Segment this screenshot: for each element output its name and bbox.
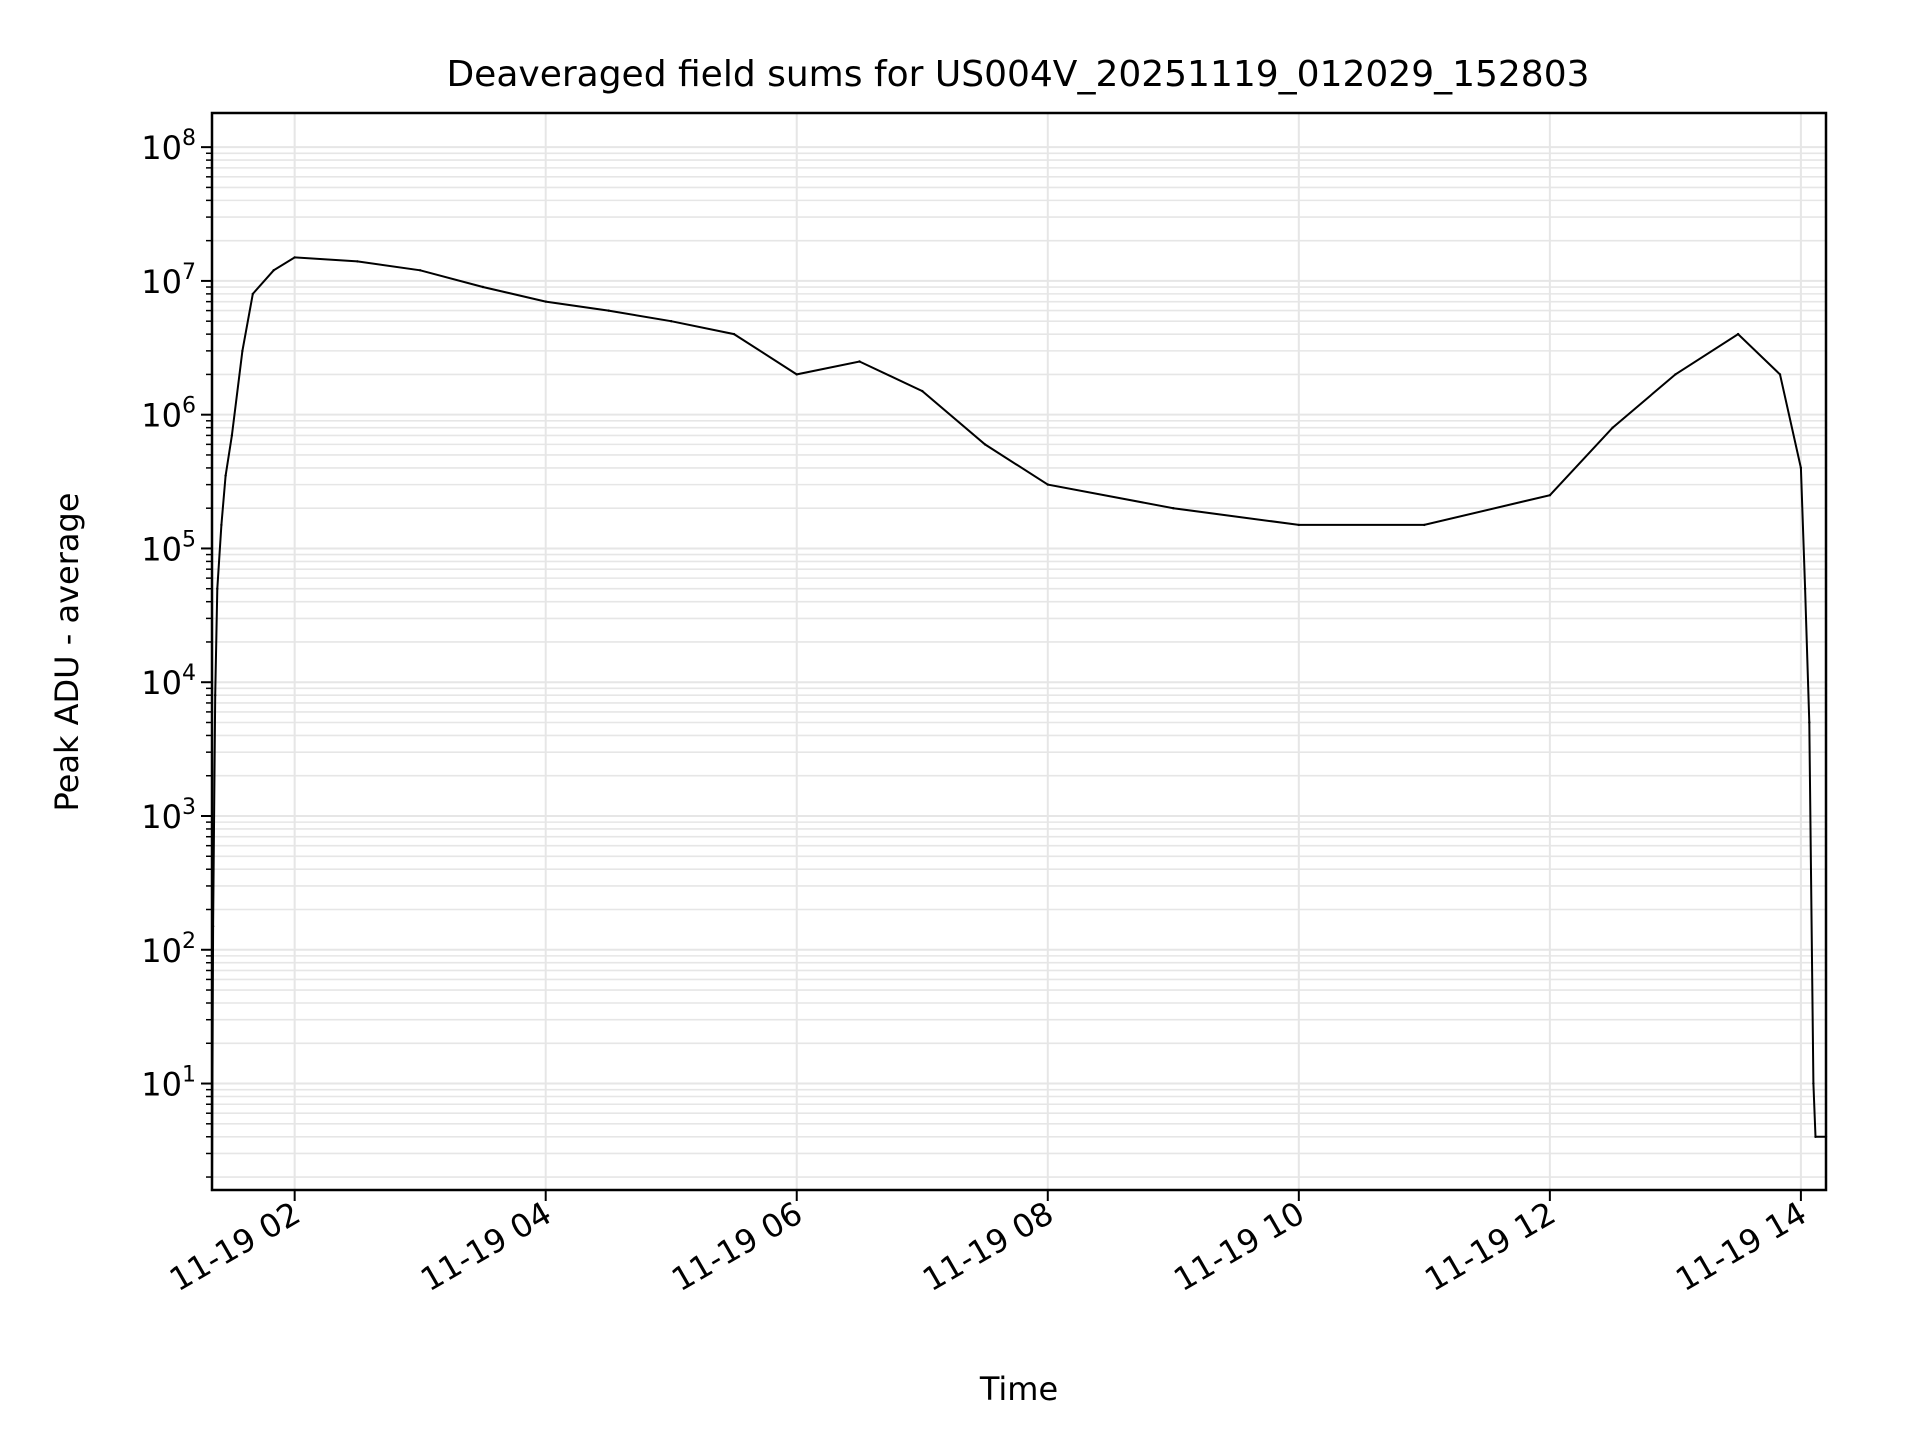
data-point [983, 443, 987, 446]
data-point [1046, 483, 1050, 486]
data-point [214, 694, 217, 697]
x-tick-label: 11-19 12 [1418, 1194, 1562, 1299]
data-point [241, 349, 244, 353]
y-axis-label: Peak ADU - average [48, 493, 86, 812]
data-point [858, 360, 861, 363]
y-tick-exponent: 5 [182, 527, 196, 552]
plot-frame [210, 111, 1828, 1192]
data-point [1812, 1082, 1815, 1085]
y-tick-label: 10 [141, 1066, 182, 1104]
data-point [224, 474, 227, 477]
data-point [1172, 507, 1175, 510]
data-point [607, 309, 610, 312]
y-tick-label: 10 [141, 397, 182, 435]
y-tick-label: 10 [141, 129, 182, 167]
data-point [220, 523, 223, 527]
data-point [1814, 1135, 1817, 1139]
chart-title: Deaveraged field sums for US004V_2025111… [446, 54, 1589, 95]
data-point [1423, 523, 1426, 527]
y-tick-exponent: 2 [182, 929, 196, 954]
data-point [230, 434, 234, 437]
data-point [1674, 373, 1677, 376]
data-point [356, 260, 359, 263]
data-point [1736, 332, 1740, 336]
y-tick-exponent: 3 [182, 795, 196, 820]
data-point [1778, 373, 1782, 376]
y-tick-exponent: 8 [182, 126, 196, 151]
y-tick-exponent: 7 [182, 260, 196, 285]
data-point [732, 332, 736, 336]
data-point [251, 292, 254, 296]
data-point [481, 285, 485, 289]
x-tick-label: 11-19 04 [414, 1194, 558, 1299]
y-tick-exponent: 4 [182, 661, 196, 686]
data-point [293, 256, 296, 259]
data-point [1611, 426, 1614, 429]
y-tick-label: 10 [141, 263, 182, 301]
x-tick-label: 11-19 10 [1167, 1194, 1311, 1299]
data-point [272, 269, 275, 272]
x-tick-label: 11-19 02 [163, 1194, 307, 1299]
x-axis-label: Time [979, 1370, 1058, 1408]
data-point [921, 389, 924, 393]
data-point [1297, 523, 1301, 527]
data-point [795, 373, 798, 376]
data-point [544, 300, 547, 303]
x-tick-label: 11-19 14 [1669, 1194, 1813, 1299]
data-point [216, 587, 219, 590]
y-tick-exponent: 1 [182, 1063, 196, 1088]
data-point [670, 320, 673, 323]
data-point [419, 269, 422, 272]
y-tick-label: 10 [141, 664, 182, 702]
series-layer [210, 256, 1828, 1192]
y-tick-label: 10 [141, 932, 182, 970]
x-tick-label: 11-19 06 [665, 1194, 809, 1299]
x-tick-label: 11-19 08 [916, 1194, 1060, 1299]
data-point [1799, 466, 1803, 470]
data-point [1808, 721, 1811, 724]
data-point [1548, 494, 1552, 497]
y-tick-label: 10 [141, 798, 182, 836]
y-tick-label: 10 [141, 530, 182, 568]
x-axis: 11-19 02 11-19 04 11-19 06 11-19 08 11-19 10… [163, 1190, 1813, 1299]
series-line [211, 256, 1826, 1191]
grid [212, 113, 1826, 1190]
y-tick-exponent: 6 [182, 394, 196, 419]
data-point [1803, 587, 1807, 590]
